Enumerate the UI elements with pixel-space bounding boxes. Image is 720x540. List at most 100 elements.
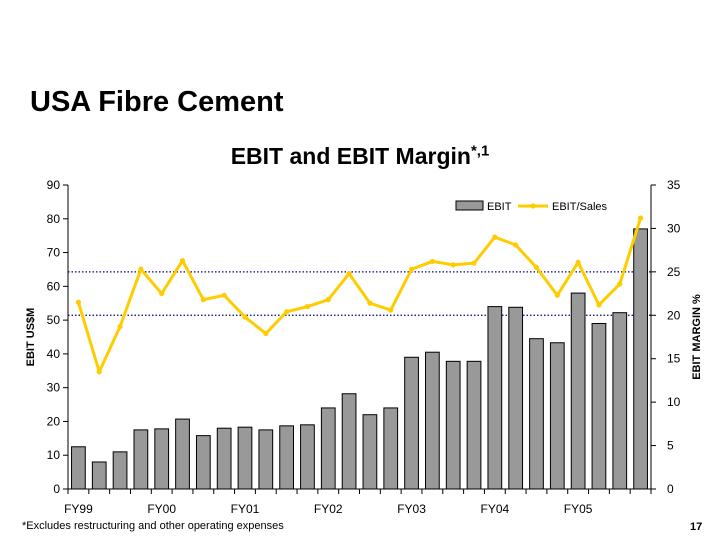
ebit-sales-point-1 [96,369,102,375]
legend: EBIT EBIT/Sales [455,200,608,213]
slide-title: USA Fibre Cement [30,86,284,118]
ebit-bar-26 [612,312,628,490]
ebit-sales-polyline [76,217,643,374]
ebit-sales-point-18 [450,262,456,268]
y2-tick-label-2: 10 [667,395,681,409]
x-tick-label-3: FY02 [314,502,343,516]
reference-lines [68,271,651,316]
y-tick-label-2: 20 [47,414,61,428]
chart-title: EBIT and EBIT Margin*,1 [0,142,720,170]
y2-tick-label-5: 25 [667,265,681,279]
y2-tick-label-7: 35 [667,178,681,192]
x-tick-label-0: FY99 [64,502,93,516]
y-tick-label-0: 0 [53,482,60,496]
ebit-bar-20 [487,306,503,490]
footnote: *Excludes restructuring and other operat… [22,520,284,532]
ebit-bar-1 [91,461,107,490]
axes: 0 10 20 30 40 50 60 70 80 90 0 5 10 15 20 25 30 35 FY99 FY0… [47,178,681,516]
legend-label-ebit-sales: EBIT/Sales [552,201,608,213]
ebit-bar-7 [216,427,232,490]
ebit-sales-point-17 [429,258,435,265]
y-tick-label-1: 10 [47,448,61,462]
ebit-sales-point-9 [263,330,269,337]
ebit-sales-point-4 [159,290,165,297]
y2-axis-label: EBIT MARGIN % [691,294,703,380]
y2-tick-label-4: 20 [667,308,681,322]
y2-tick-label-3: 15 [667,352,681,366]
ebit-sales-point-27 [637,215,644,221]
ebit-bar-16 [404,356,419,490]
ebit-sales-point-21 [513,242,519,248]
x-tick-label-6: FY05 [564,502,593,516]
ebit-bar-19 [466,360,482,490]
ebit-sales-point-2 [117,323,123,330]
y-tick-label-7: 70 [47,246,61,260]
ebit-sales-point-14 [367,300,373,306]
y-tick-label-4: 40 [47,347,61,361]
ebit-sales-point-23 [554,292,560,298]
ebit-sales-point-11 [304,304,311,310]
ebit-sales-point-16 [408,266,415,272]
y-tick-label-9: 90 [47,178,61,192]
ebit-sales-point-10 [284,309,290,315]
ebit-sales-point-26 [617,281,623,287]
ebit-sales-point-12 [325,297,331,303]
ebit-sales-point-24 [575,259,581,265]
y-tick-label-5: 50 [47,313,61,327]
ebit-bar-25 [591,322,607,490]
ebit-sales-line [75,215,644,375]
chart-title-superscript: *,1 [470,142,490,159]
y-axis-label: EBIT US$M [25,308,37,367]
ebit-bar-27 [633,228,648,490]
ebit-bar-17 [425,351,440,490]
ebit-sales-point-13 [346,270,352,277]
ebit-bar-18 [445,360,461,490]
page-number: 17 [690,521,703,533]
ebit-sales-point-22 [533,264,540,271]
x-tick-label-5: FY04 [480,502,509,516]
y2-tick-label-0: 0 [667,482,674,496]
ebit-bar-9 [258,429,274,490]
ebit-bar-21 [508,306,524,490]
ebit-sales-point-5 [179,257,186,264]
ebit-bar-2 [112,451,128,490]
chart-title-text: EBIT and EBIT Margin [230,142,471,169]
legend-label-ebit: EBIT [487,201,512,213]
legend-swatch-ebit [455,200,484,211]
x-tick-label-1: FY00 [147,502,176,516]
ebit-sales-point-3 [138,266,144,272]
x-tick-label-4: FY03 [397,502,426,516]
ebit-bar-22 [529,338,544,490]
ebit-sales-point-15 [388,307,394,313]
ebit-sales-point-0 [75,299,82,305]
ebit-bar-24 [570,292,586,490]
ebit-bar-11 [300,424,315,490]
y2-tick-label-1: 5 [667,439,674,453]
ebit-bar-15 [383,407,399,490]
ebit-bar-10 [279,425,294,490]
y2-tick-label-6: 30 [667,221,681,235]
legend-marker-ebit-sales [530,203,536,209]
y-tick-label-3: 30 [47,381,61,395]
ebit-sales-point-20 [492,234,498,240]
y-tick-label-8: 80 [47,212,61,226]
ebit-sales-point-25 [596,302,602,308]
ebit-bar-23 [549,342,565,490]
ebit-bar-4 [154,428,170,490]
ebit-sales-point-8 [242,314,248,320]
ebit-bar-3 [133,429,149,490]
ebit-bar-5 [175,418,190,490]
ebit-bar-0 [71,446,86,490]
ebit-bar-6 [195,435,211,490]
ebit-bar-14 [362,414,378,490]
ebit-bar-13 [341,393,357,490]
ebit-bar-12 [320,407,336,490]
y-tick-label-6: 60 [47,279,61,293]
ebit-bars [71,228,648,490]
ebit-bar-8 [237,426,253,490]
ebit-sales-point-6 [200,297,206,303]
x-tick-label-2: FY01 [231,502,260,516]
ebit-sales-point-19 [471,260,477,266]
ebit-sales-point-7 [221,292,227,298]
